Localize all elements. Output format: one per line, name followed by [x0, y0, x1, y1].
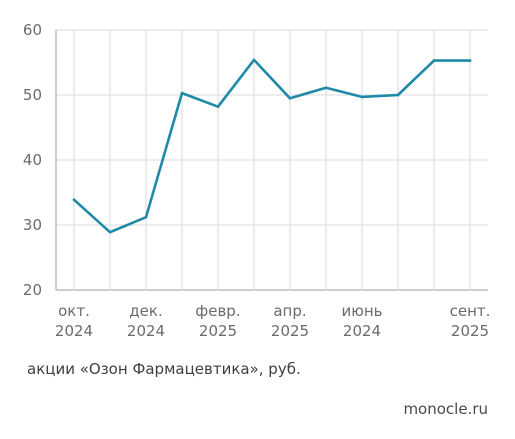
x-tick-label: июнь [341, 302, 382, 320]
y-axis-ticks: 20 30 40 50 60 [23, 21, 42, 299]
data-point [468, 59, 472, 62]
data-point [216, 105, 220, 108]
data-point [252, 58, 256, 62]
source-label: monocle.ru [403, 400, 488, 418]
x-tick-label: сент. [450, 302, 491, 320]
series-line [72, 58, 472, 234]
x-tick-label: дек. [129, 302, 162, 320]
data-point [180, 91, 184, 95]
data-point [108, 230, 112, 234]
data-point [360, 95, 364, 99]
y-tick-label: 60 [23, 21, 42, 39]
x-tick-label: 2025 [199, 322, 237, 340]
series-layer [72, 58, 472, 234]
data-point [396, 93, 400, 97]
y-tick-label: 40 [23, 151, 42, 169]
x-tick-label: февр. [195, 302, 240, 320]
grid-lines [55, 29, 488, 291]
data-point [324, 86, 328, 90]
x-tick-label: апр. [273, 302, 306, 320]
chart-caption: акции «Озон Фармацевтика», руб. [27, 360, 301, 378]
x-tick-label: 2024 [127, 322, 165, 340]
y-tick-label: 50 [23, 86, 42, 104]
data-point [288, 96, 292, 100]
x-tick-label: 2025 [271, 322, 309, 340]
x-tick-label: 2024 [343, 322, 381, 340]
x-tick-label: 2024 [55, 322, 93, 340]
data-point [144, 215, 148, 219]
x-axis-ticks: окт. 2024 дек. 2024 февр. 2025 апр. 2025 июнь 202… [55, 302, 490, 340]
line-chart: 20 30 40 50 60 окт. 2024 дек. 2024 февр. 2025 апр.… [23, 21, 490, 340]
data-point [72, 198, 76, 201]
y-tick-label: 30 [23, 216, 42, 234]
x-tick-label: 2025 [451, 322, 489, 340]
x-tick-label: окт. [58, 302, 90, 320]
y-tick-label: 20 [23, 281, 42, 299]
data-point [432, 59, 436, 62]
